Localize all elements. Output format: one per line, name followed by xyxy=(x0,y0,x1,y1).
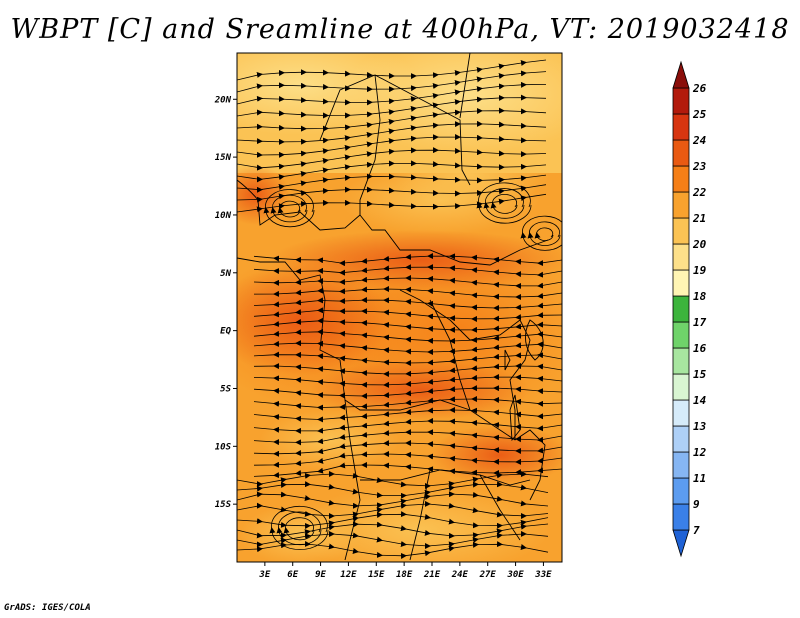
colorbar-segment xyxy=(672,425,690,453)
streamline-swirl xyxy=(283,517,315,541)
lon-tick-label: 30E xyxy=(506,570,524,580)
colorbar-label: 15 xyxy=(693,368,707,381)
lon-tick-label: 9E xyxy=(315,570,326,580)
streamline xyxy=(253,328,562,344)
streamline xyxy=(253,340,562,355)
streamline-swirl xyxy=(277,200,301,218)
colorbar-label: 23 xyxy=(692,160,707,173)
lat-tick-label: 10N xyxy=(215,211,232,221)
lat-tick-label: 5S xyxy=(220,384,231,394)
colorbar: 7 9 11 12 13 14 15 16 17 18 19 20 21 22 23 24 25 26 xyxy=(672,60,707,558)
colorbar-label: 13 xyxy=(693,420,707,433)
streamlines xyxy=(237,59,562,559)
streamline xyxy=(253,385,562,399)
colorbar-segment xyxy=(672,269,690,297)
grads-credit: GrADS: IGES/COLA xyxy=(4,603,91,613)
lon-tick-label: 21E xyxy=(423,570,441,580)
streamline-swirl xyxy=(476,182,532,224)
lat-tick-label: 15S xyxy=(215,500,232,510)
streamline xyxy=(253,374,562,388)
streamline-swirl xyxy=(520,215,562,251)
colorbar-segment xyxy=(672,347,690,375)
colorbar-segment xyxy=(672,321,690,349)
lat-tick-label: 15N xyxy=(215,153,232,163)
colorbar-label: 24 xyxy=(692,134,707,147)
colorbar-segment xyxy=(672,217,690,245)
colorbar-label: 14 xyxy=(693,394,707,407)
lon-tick-label: 3E xyxy=(258,570,270,580)
map-frame xyxy=(236,52,563,563)
colorbar-label: 22 xyxy=(692,186,707,199)
lon-tick-label: 15E xyxy=(368,570,385,580)
lon-tick-label: 24E xyxy=(451,570,469,580)
streamline xyxy=(253,285,562,300)
colorbar-segment xyxy=(672,295,690,323)
colorbar-label: 11 xyxy=(693,472,706,485)
lat-tick-label: 5N xyxy=(220,269,231,279)
axis-ticks: 20N 15N 10N 5N EQ 5S 10S 15S 3E 6E 9E 12E 15E 18E 21E 2… xyxy=(214,95,552,580)
colorbar-label: 20 xyxy=(692,238,707,251)
colorbar-segment xyxy=(672,373,690,401)
colorbar-label: 12 xyxy=(693,446,707,459)
streamline-swirl xyxy=(490,194,518,214)
colorbar-label: 21 xyxy=(692,212,706,225)
map-title: WBPT [C] and Sreamline at 400hPa, VT: 20… xyxy=(10,14,790,45)
lat-tick-label: 10S xyxy=(215,442,232,452)
colorbar-segment xyxy=(672,503,690,531)
streamline-swirl xyxy=(270,194,308,223)
colorbar-segment xyxy=(672,191,690,219)
colorbar-label: 26 xyxy=(692,82,707,95)
colorbar-segment xyxy=(672,529,690,558)
streamline-swirl xyxy=(527,221,561,246)
colorbar-segment xyxy=(672,113,690,141)
streamline-swirl xyxy=(534,227,554,241)
colorbar-label: 25 xyxy=(692,108,707,121)
streamline xyxy=(253,362,562,377)
lat-tick-label: 20N xyxy=(214,95,232,105)
colorbar-label: 9 xyxy=(693,498,700,511)
streamline-swirl xyxy=(483,188,525,219)
lon-tick-label: 12E xyxy=(340,570,357,580)
streamline xyxy=(237,173,547,193)
streamline xyxy=(253,396,562,411)
colorbar-segment xyxy=(672,243,690,271)
streamline xyxy=(237,540,549,559)
colorbar-label: 17 xyxy=(693,316,707,329)
streamline xyxy=(253,317,562,333)
lon-tick-label: 27E xyxy=(479,570,497,580)
colorbar-segment xyxy=(672,139,690,167)
streamline-swirl xyxy=(269,505,329,550)
colorbar-label: 16 xyxy=(693,342,707,355)
colorbar-label: 7 xyxy=(693,524,700,537)
streamline xyxy=(253,275,562,289)
colorbar-segment xyxy=(672,60,690,89)
streamline-swirl xyxy=(263,189,315,228)
streamline xyxy=(253,264,562,278)
lon-tick-label: 18E xyxy=(396,570,413,580)
lat-tick-label: EQ xyxy=(220,327,231,337)
streamline-swirl xyxy=(276,511,322,546)
colorbar-segment xyxy=(672,165,690,193)
colorbar-label: 19 xyxy=(693,264,707,277)
streamline xyxy=(253,253,562,267)
colorbar-segment xyxy=(672,451,690,479)
colorbar-segment xyxy=(672,399,690,427)
colorbar-segment xyxy=(672,87,690,115)
wbpt-field xyxy=(237,53,562,562)
lon-tick-label: 6E xyxy=(287,570,298,580)
lon-tick-label: 33E xyxy=(534,570,552,580)
colorbar-segment xyxy=(672,477,690,505)
colorbar-label: 18 xyxy=(693,290,707,303)
